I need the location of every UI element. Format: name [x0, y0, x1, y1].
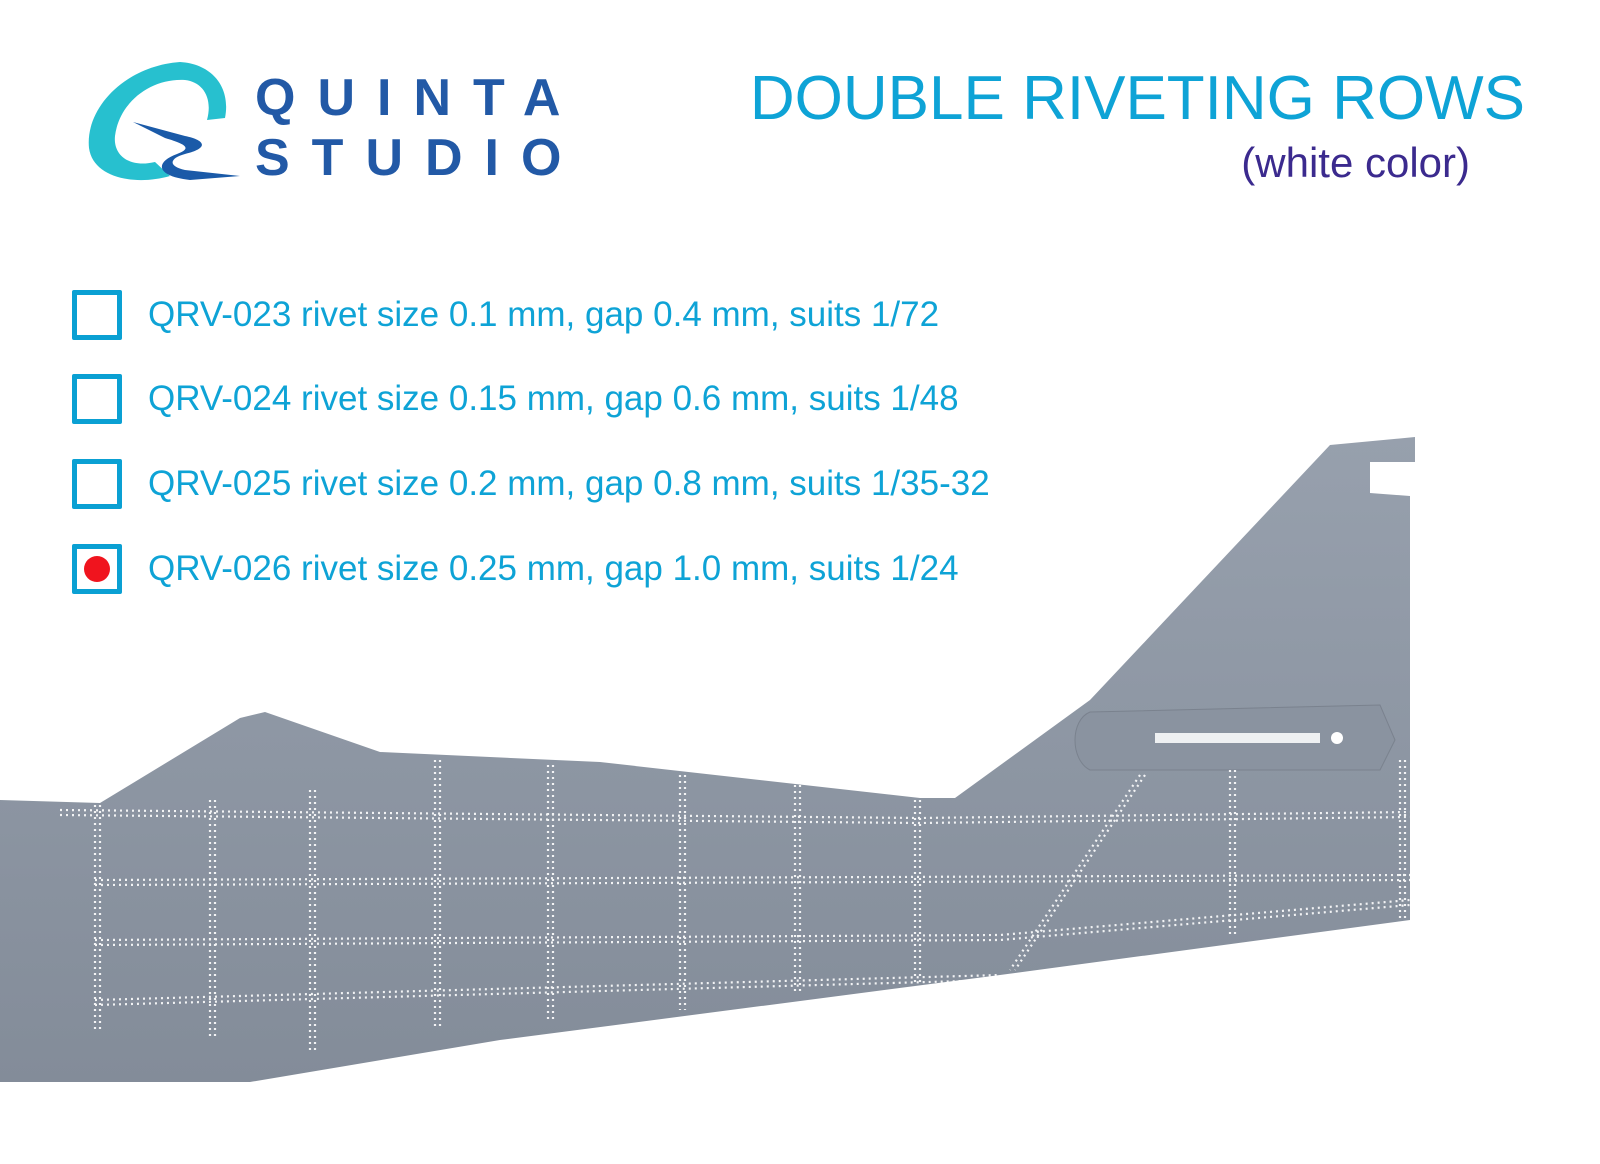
- option-qrv-024[interactable]: QRV-024 rivet size 0.15 mm, gap 0.6 mm, …: [72, 373, 959, 425]
- page-subtitle: (white color): [1241, 139, 1470, 186]
- tail-light: [1155, 733, 1320, 743]
- checkbox[interactable]: [72, 459, 122, 509]
- option-label: QRV-026 rivet size 0.25 mm, gap 1.0 mm, …: [148, 549, 959, 588]
- quinta-studio-logo-mark: [88, 62, 240, 181]
- brand-name-line2: STUDIO: [255, 129, 584, 187]
- selected-dot-icon: [84, 556, 110, 582]
- option-label: QRV-024 rivet size 0.15 mm, gap 0.6 mm, …: [148, 379, 959, 418]
- option-qrv-023[interactable]: QRV-023 rivet size 0.1 mm, gap 0.4 mm, s…: [72, 289, 939, 341]
- page-title: DOUBLE RIVETING ROWS: [749, 64, 1525, 133]
- fuselage-body: [0, 437, 1415, 1082]
- checkbox[interactable]: [72, 290, 122, 340]
- checkbox-selected[interactable]: [72, 544, 122, 594]
- option-label: QRV-023 rivet size 0.1 mm, gap 0.4 mm, s…: [148, 295, 940, 334]
- option-label: QRV-025 rivet size 0.2 mm, gap 0.8 mm, s…: [148, 464, 990, 503]
- option-qrv-025[interactable]: QRV-025 rivet size 0.2 mm, gap 0.8 mm, s…: [72, 458, 990, 510]
- checkbox[interactable]: [72, 374, 122, 424]
- brand-name-line1: QUINTA: [255, 69, 583, 127]
- option-qrv-026[interactable]: QRV-026 rivet size 0.25 mm, gap 1.0 mm, …: [72, 543, 959, 595]
